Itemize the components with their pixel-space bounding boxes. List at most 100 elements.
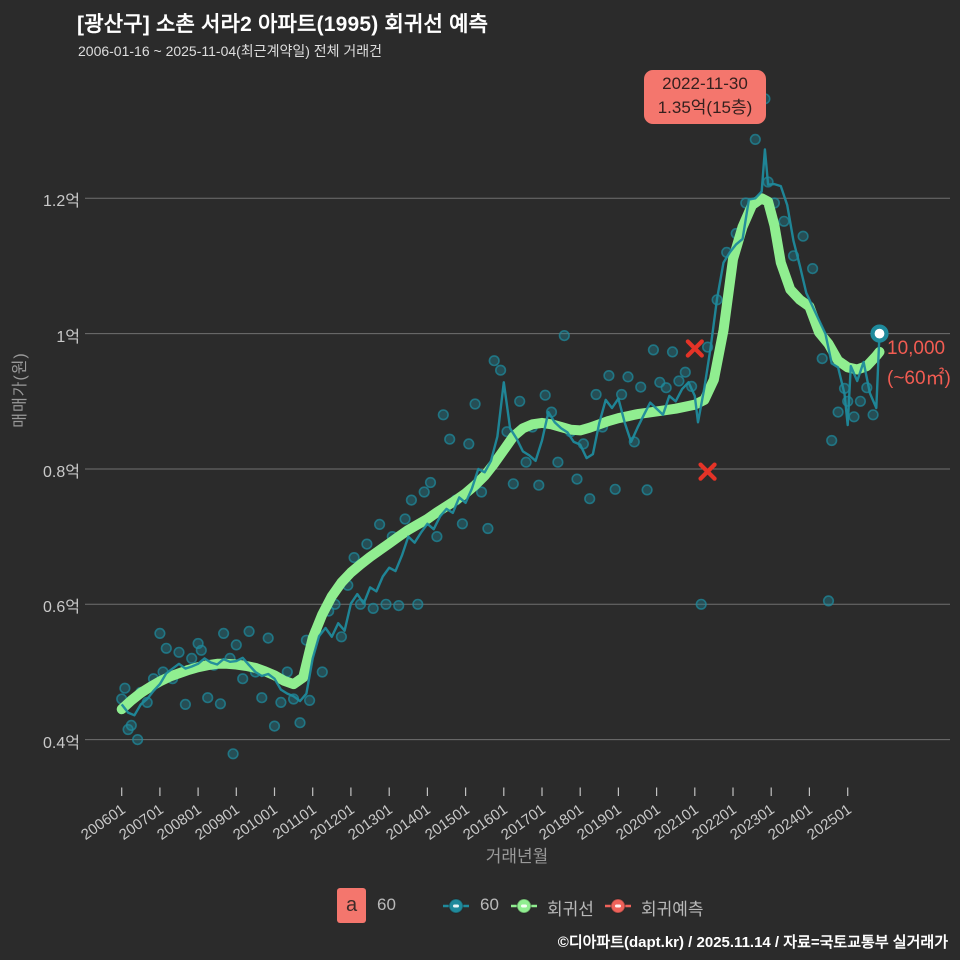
x-stroke — [698, 462, 717, 481]
legend-label-60-line[interactable]: 60 — [480, 895, 499, 914]
scatter-point — [615, 388, 628, 401]
scatter-point — [514, 395, 526, 407]
scatter-point — [294, 717, 306, 729]
scatter-point — [666, 346, 679, 358]
scatter-point — [405, 494, 418, 506]
x-axis-title: 거래년월 — [485, 847, 549, 866]
scatter-point — [380, 598, 392, 610]
scatter-point — [854, 395, 867, 407]
scatter-point — [256, 692, 268, 704]
scatter-point — [227, 748, 239, 760]
scatter-point — [335, 631, 348, 643]
legend-label-prediction[interactable]: 회귀예측 — [641, 900, 704, 919]
scatter-point — [826, 434, 838, 447]
y-tick-label: 0.4억 — [43, 734, 80, 752]
scatter-point — [797, 230, 809, 242]
latest-price-area: (~60㎡) — [887, 368, 951, 389]
y-tick-label: 1.2억 — [43, 193, 80, 211]
scatter-point — [749, 133, 761, 145]
legend-area-badge[interactable]: a — [337, 888, 366, 923]
scatter-point — [806, 263, 819, 275]
scatter-point — [214, 698, 226, 710]
scatter-point — [316, 666, 328, 678]
scatter-point — [695, 598, 707, 610]
scatter-point — [456, 518, 469, 530]
prediction-x-marker — [685, 339, 704, 358]
scatter-point — [173, 646, 185, 658]
legend-marker-regression[interactable] — [511, 898, 537, 914]
scatter-point — [132, 733, 144, 746]
scatter-point — [424, 476, 437, 489]
scatter-point — [202, 692, 214, 704]
scatter-point — [603, 370, 615, 382]
scatter-point — [230, 639, 242, 651]
scatter-point — [268, 720, 281, 732]
scatter-point — [816, 353, 828, 365]
scatter-point — [348, 551, 360, 564]
scatter-point — [832, 406, 844, 418]
scatter-point — [622, 371, 634, 383]
tooltip-date: 2022-11-30 — [662, 74, 748, 93]
scatter-point — [262, 632, 274, 644]
scatter-point — [393, 599, 405, 612]
page-title: [광산구] 소촌 서라2 아파트(1995) 회귀선 예측 — [77, 13, 489, 36]
scatter-point — [154, 627, 166, 640]
prediction-markers-group — [685, 339, 717, 481]
x-stroke — [685, 339, 704, 358]
page-subtitle: 2006-01-16 ~ 2025-11-04(최근계약일) 전체 거래건 — [78, 43, 383, 59]
scatter-point — [179, 698, 191, 711]
scatter-point — [412, 598, 424, 610]
scatter-point — [475, 486, 488, 498]
legend-marker-prediction[interactable] — [605, 898, 631, 914]
scatter-point — [552, 456, 564, 468]
scatter-point — [218, 627, 230, 640]
gridlines-group — [85, 197, 950, 741]
scatter-point — [374, 518, 386, 531]
scatter-point — [418, 486, 430, 498]
scatter-point — [304, 694, 316, 707]
latest-price-value: 10,000 — [887, 338, 946, 359]
scatter-point — [558, 330, 570, 342]
scatter-point — [571, 473, 583, 485]
scatter-point — [584, 493, 596, 505]
scatter-point — [533, 479, 545, 491]
scatter-point — [488, 355, 500, 367]
scatter-point — [463, 438, 475, 450]
scatter-point — [641, 484, 653, 496]
scatter-point — [778, 215, 790, 227]
scatter-point — [822, 595, 835, 607]
price-tooltip: 2022-11-30 1.35억(15층) — [644, 70, 766, 124]
y-tick-label: 0.8억 — [43, 463, 80, 481]
scatter-point — [243, 625, 255, 638]
scatter-point — [195, 644, 207, 656]
scatter-point — [507, 478, 519, 490]
scatter-point — [495, 364, 507, 376]
scatter-point — [590, 388, 602, 401]
legend-label-regression[interactable]: 회귀선 — [547, 900, 594, 919]
scatter-point — [399, 513, 411, 525]
scatter-point — [237, 673, 249, 685]
prediction-x-marker — [698, 462, 717, 481]
scatter-point — [160, 642, 172, 654]
scatter-point — [469, 398, 481, 410]
scatter-point — [520, 456, 532, 468]
legend-marker-60-line[interactable] — [443, 898, 469, 914]
scatter-point — [275, 696, 287, 709]
scatter-point — [539, 389, 551, 401]
scatter-point — [437, 409, 449, 421]
scatter-point — [660, 382, 672, 394]
y-axis-tick-labels: 1.2억 1억 0.8억 0.6억 0.4억 — [0, 0, 80, 960]
scatter-point — [609, 483, 621, 495]
scatter-point — [482, 522, 494, 535]
legend-label-area-60[interactable]: 60 — [377, 895, 396, 914]
scatter-point — [647, 344, 660, 356]
y-tick-label: 1억 — [56, 328, 80, 346]
scatter-point — [367, 602, 379, 615]
scatter-point — [867, 409, 879, 421]
scatter-point — [679, 366, 691, 378]
latest-price-label: 10,000 (~60㎡) — [887, 334, 951, 394]
